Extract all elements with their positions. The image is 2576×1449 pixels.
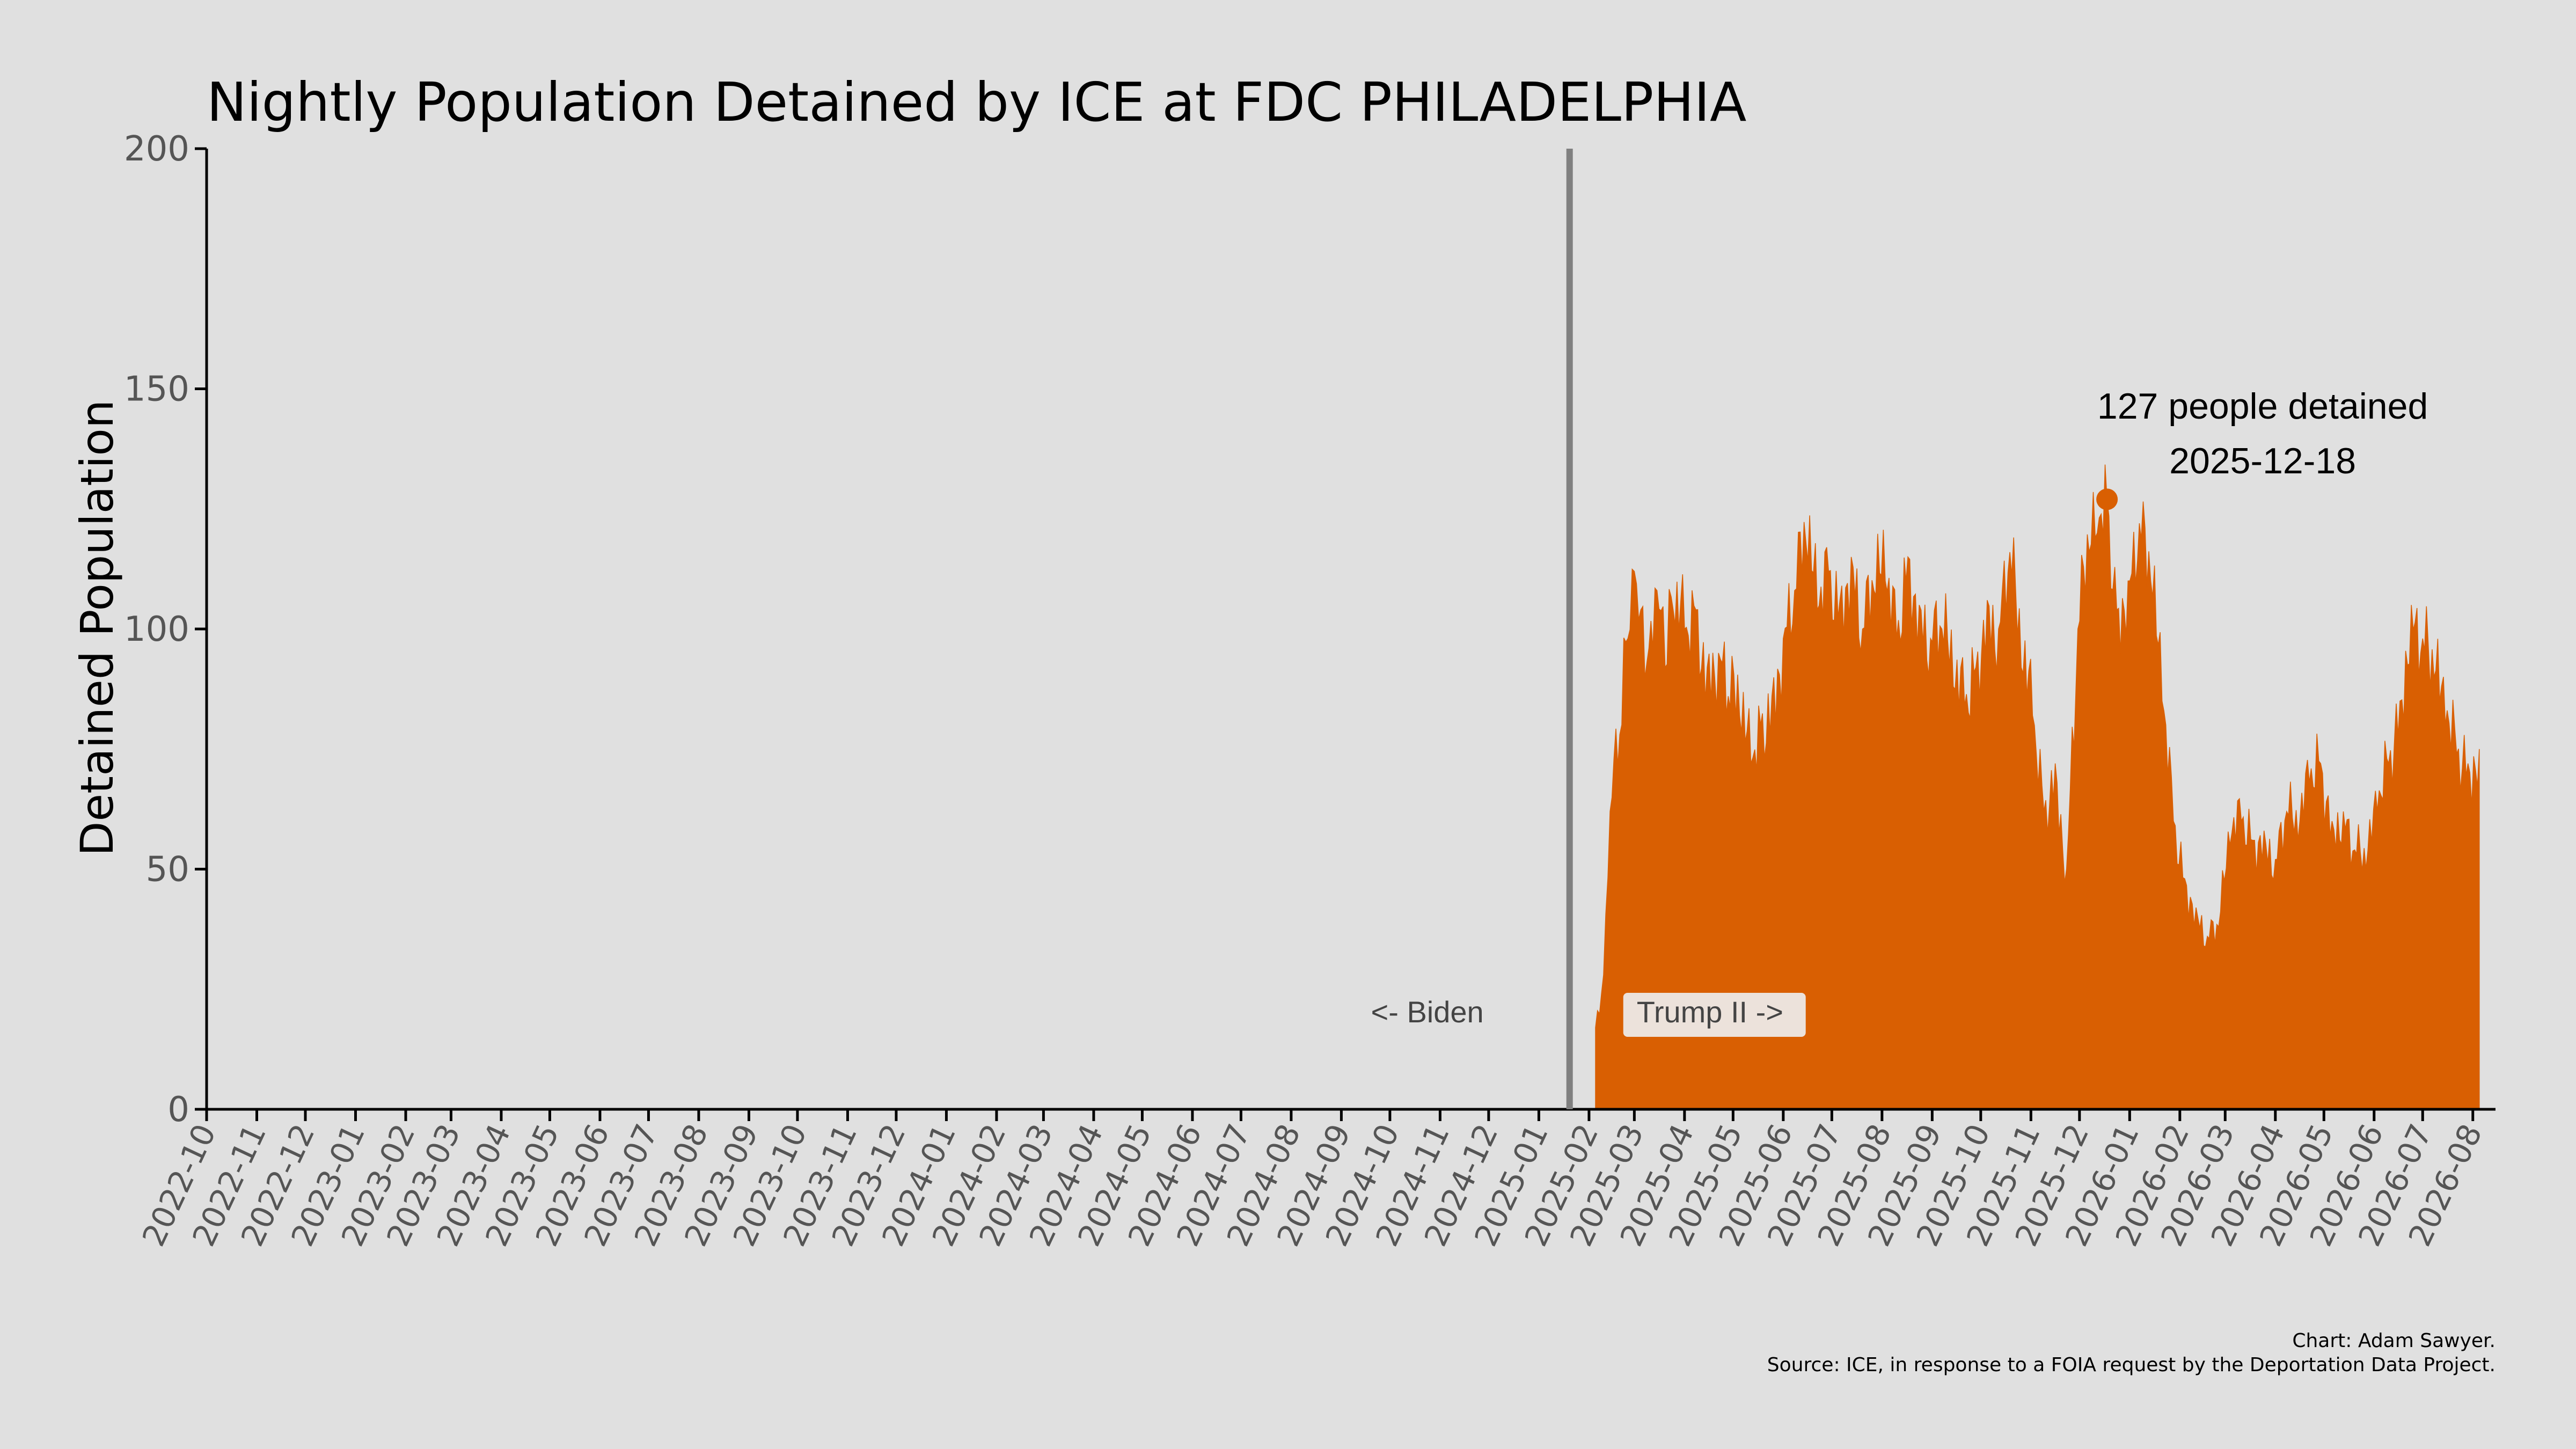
peak-annotation-date: 2025-12-18 xyxy=(2169,441,2356,481)
trump-era-label: Trump II -> xyxy=(1637,995,1783,1029)
y-tick-label: 50 xyxy=(146,850,189,890)
peak-marker xyxy=(2096,488,2118,510)
chart-credit: Chart: Adam Sawyer. xyxy=(2292,1330,2496,1352)
chart-source: Source: ICE, in response to a FOIA reque… xyxy=(1767,1354,2496,1376)
area-series xyxy=(1595,464,2480,1110)
chart-title: Nightly Population Detained by ICE at FD… xyxy=(207,71,1746,134)
y-tick-label: 200 xyxy=(124,129,189,169)
population-area xyxy=(1595,464,2480,1110)
y-axis-label: Detained Population xyxy=(71,400,123,856)
y-tick-label: 150 xyxy=(124,370,189,409)
y-tick-label: 0 xyxy=(167,1090,189,1130)
biden-era-label: <- Biden xyxy=(1371,995,1484,1029)
trump-era-label-box xyxy=(1623,993,1806,1037)
y-axis-ticks: 0 50 100 150 200 xyxy=(124,129,207,1130)
peak-annotation-value: 127 people detained xyxy=(2097,386,2428,427)
y-tick-label: 100 xyxy=(124,610,189,649)
x-axis-ticks: 2022-102022-112022-122023-012023-022023-… xyxy=(135,1109,2489,1252)
